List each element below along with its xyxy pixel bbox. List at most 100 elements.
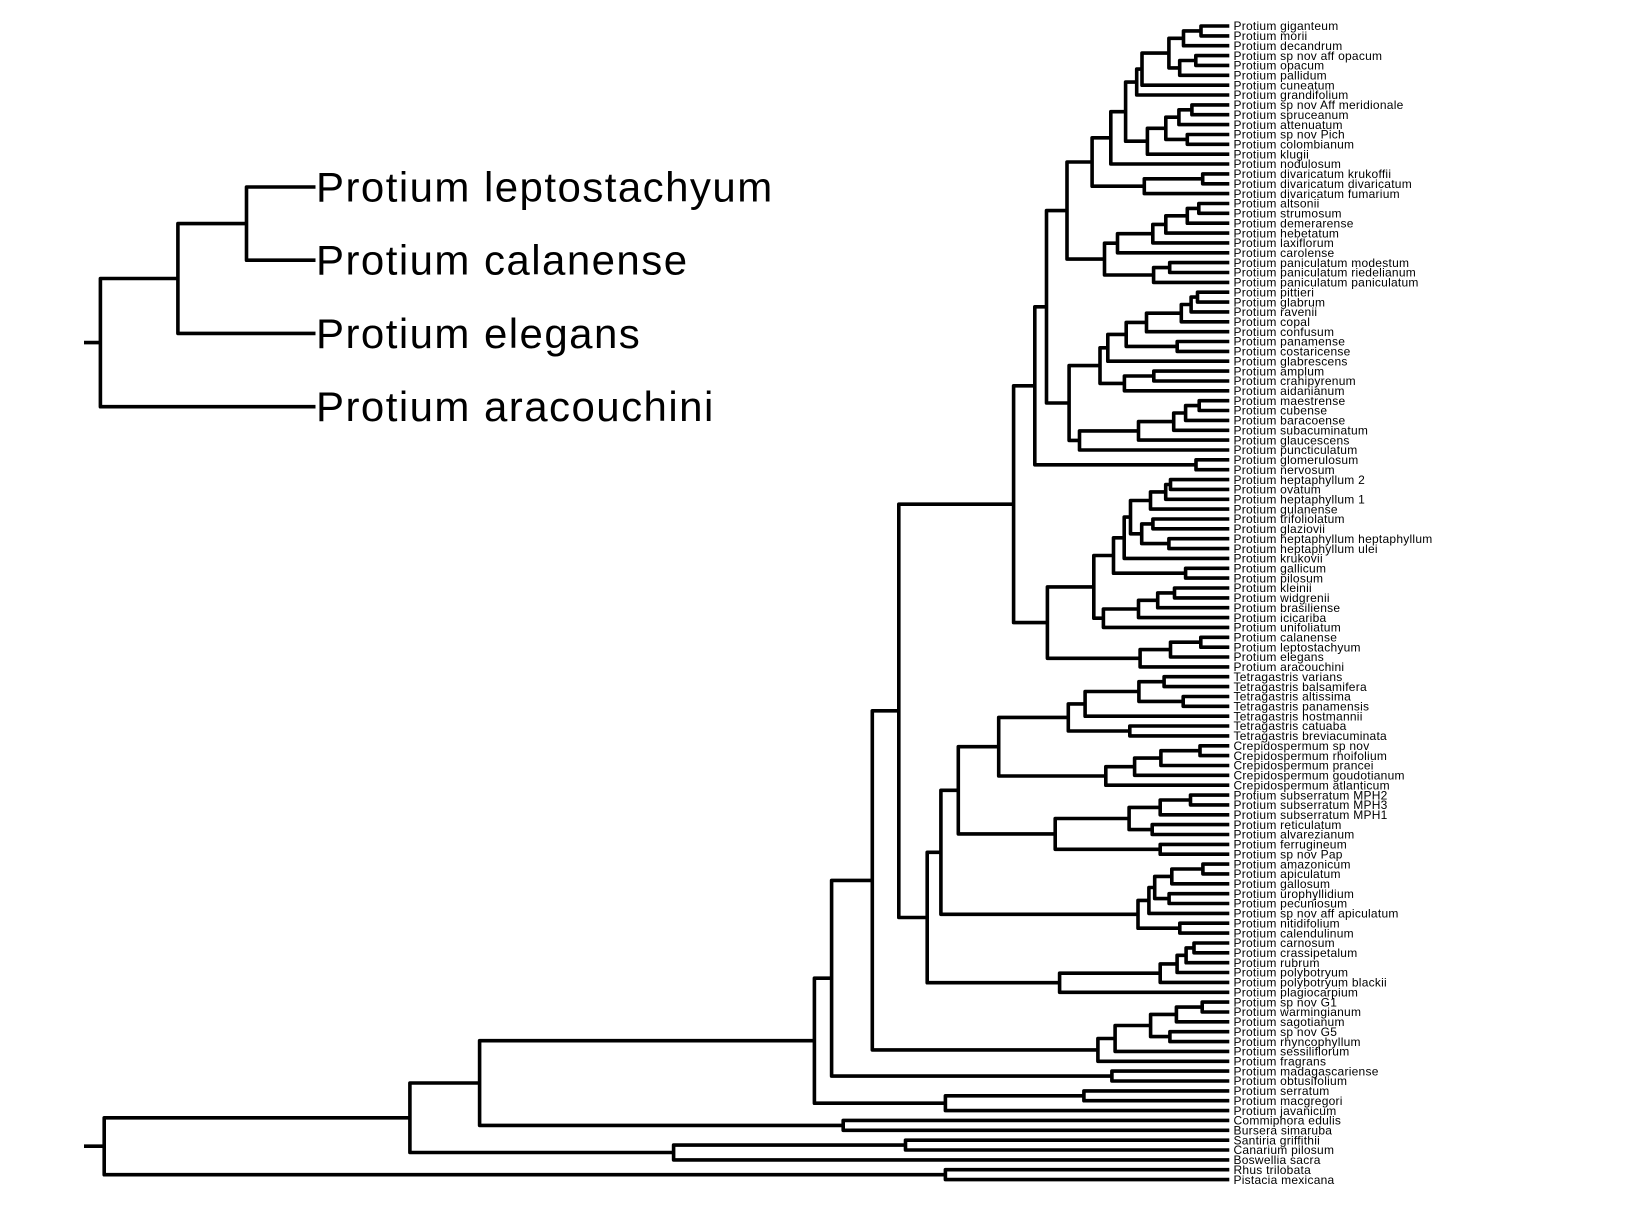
svg-text:Protium heptaphyllum heptaphyl: Protium heptaphyllum heptaphyllum (1234, 532, 1433, 546)
svg-text:Crepidospermum goudotianum: Crepidospermum goudotianum (1234, 769, 1405, 783)
svg-text:Protium crahipyrenum: Protium crahipyrenum (1234, 374, 1356, 388)
svg-text:Protium kleinii: Protium kleinii (1234, 581, 1312, 595)
svg-text:Protium elegans: Protium elegans (1234, 650, 1324, 664)
svg-text:Tetragastris altissima: Tetragastris altissima (1234, 690, 1352, 704)
svg-text:Protium nodulosum: Protium nodulosum (1234, 157, 1342, 171)
svg-text:Protium paniculatum modestum: Protium paniculatum modestum (1234, 256, 1410, 270)
svg-text:Protium pilosum: Protium pilosum (1234, 571, 1324, 585)
svg-text:Protium javanicum: Protium javanicum (1234, 1104, 1337, 1118)
svg-text:Santiria griffithii: Santiria griffithii (1234, 1133, 1321, 1147)
svg-text:Protium subacuminatum: Protium subacuminatum (1234, 424, 1369, 438)
svg-text:Protium glaziovii: Protium glaziovii (1234, 522, 1326, 536)
svg-text:Tetragastris varians: Tetragastris varians (1234, 670, 1343, 684)
svg-text:Protium polybotryum: Protium polybotryum (1234, 966, 1349, 980)
svg-text:Protium panamense: Protium panamense (1234, 335, 1346, 349)
svg-text:Protium crassipetalum: Protium crassipetalum (1234, 946, 1358, 960)
svg-text:Protium ovatum: Protium ovatum (1234, 483, 1322, 497)
svg-text:Protium pallidum: Protium pallidum (1234, 69, 1327, 83)
svg-text:Protium rubrum: Protium rubrum (1234, 956, 1320, 970)
svg-text:Protium baracoense: Protium baracoense (1234, 414, 1346, 428)
svg-text:Tetragastris panamensis: Tetragastris panamensis (1234, 700, 1370, 714)
svg-text:Protium serratum: Protium serratum (1234, 1084, 1330, 1098)
svg-text:Protium sagotianum: Protium sagotianum (1234, 1015, 1345, 1029)
svg-text:Protium leptostachyum: Protium leptostachyum (1234, 640, 1361, 654)
svg-text:Protium icicariba: Protium icicariba (1234, 611, 1327, 625)
svg-text:Protium subserratum MPH1: Protium subserratum MPH1 (1234, 808, 1388, 822)
svg-text:Protium unifoliatum: Protium unifoliatum (1234, 621, 1341, 635)
svg-text:Protium krukovii: Protium krukovii (1234, 552, 1323, 566)
svg-text:Rhus trilobata: Rhus trilobata (1234, 1163, 1312, 1177)
svg-text:Protium aracouchini: Protium aracouchini (1234, 660, 1345, 674)
svg-text:Crepidospermum rhoifolium: Crepidospermum rhoifolium (1234, 749, 1388, 763)
svg-text:Protium madagascariense: Protium madagascariense (1234, 1064, 1379, 1078)
svg-text:Protium pecuniosum: Protium pecuniosum (1234, 897, 1348, 911)
svg-text:Protium altsonii: Protium altsonii (1234, 197, 1320, 211)
svg-text:Protium amazonicum: Protium amazonicum (1234, 857, 1351, 871)
svg-text:Protium calendulinum: Protium calendulinum (1234, 926, 1354, 940)
svg-text:Protium demerarense: Protium demerarense (1234, 216, 1354, 230)
svg-text:Protium glomerulosum: Protium glomerulosum (1234, 453, 1359, 467)
svg-text:Pistacia mexicana: Pistacia mexicana (1234, 1173, 1335, 1187)
svg-text:Crepidospermum atlanticum: Crepidospermum atlanticum (1234, 778, 1390, 792)
svg-text:Protium polybotryum blackii: Protium polybotryum blackii (1234, 976, 1387, 990)
svg-text:Protium costaricense: Protium costaricense (1234, 345, 1351, 359)
svg-text:Protium puncticulatum: Protium puncticulatum (1234, 443, 1358, 457)
svg-text:Tetragastris hostmannii: Tetragastris hostmannii (1234, 709, 1363, 723)
svg-text:Protium sp nov Pap: Protium sp nov Pap (1234, 847, 1343, 861)
svg-text:Protium nitidifolium: Protium nitidifolium (1234, 916, 1340, 930)
svg-text:Protium heptaphyllum ulei: Protium heptaphyllum ulei (1234, 542, 1378, 556)
svg-text:Protium warmingianum: Protium warmingianum (1234, 1005, 1362, 1019)
svg-text:Protium ferrugineum: Protium ferrugineum (1234, 838, 1347, 852)
svg-text:Protium ravenii: Protium ravenii (1234, 305, 1318, 319)
svg-text:Protium sp nov Pich: Protium sp nov Pich (1234, 128, 1345, 142)
svg-text:Protium aracouchini: Protium aracouchini (316, 383, 715, 430)
svg-text:Protium subserratum MPH2: Protium subserratum MPH2 (1234, 788, 1388, 802)
svg-text:Protium aidanianum: Protium aidanianum (1234, 384, 1345, 398)
svg-text:Protium plagiocarpium: Protium plagiocarpium (1234, 986, 1359, 1000)
svg-text:Protium fragrans: Protium fragrans (1234, 1055, 1327, 1069)
svg-text:Protium gallicum: Protium gallicum (1234, 562, 1327, 576)
svg-text:Protium calanense: Protium calanense (316, 237, 689, 284)
svg-text:Protium leptostachyum: Protium leptostachyum (316, 164, 774, 211)
svg-text:Canarium pilosum: Canarium pilosum (1234, 1143, 1335, 1157)
svg-text:Protium sp nov aff apiculatum: Protium sp nov aff apiculatum (1234, 907, 1399, 921)
svg-text:Protium glabrum: Protium glabrum (1234, 295, 1326, 309)
svg-text:Protium cuneatum: Protium cuneatum (1234, 78, 1335, 92)
svg-text:Tetragastris balsamifera: Tetragastris balsamifera (1234, 680, 1367, 694)
svg-text:Protium reticulatum: Protium reticulatum (1234, 818, 1342, 832)
svg-text:Protium nervosum: Protium nervosum (1234, 463, 1335, 477)
svg-text:Protium colombianum: Protium colombianum (1234, 138, 1355, 152)
svg-text:Protium sp nov Aff meridionale: Protium sp nov Aff meridionale (1234, 98, 1404, 112)
svg-text:Tetragastris catuaba: Tetragastris catuaba (1234, 719, 1347, 733)
svg-text:Protium sp nov aff opacum: Protium sp nov aff opacum (1234, 49, 1383, 63)
svg-text:Protium grandifolium: Protium grandifolium (1234, 88, 1349, 102)
svg-text:Protium klugii: Protium klugii (1234, 147, 1310, 161)
svg-text:Protium trifoliolatum: Protium trifoliolatum (1234, 512, 1345, 526)
svg-text:Protium apiculatum: Protium apiculatum (1234, 867, 1341, 881)
svg-text:Protium alvarezianum: Protium alvarezianum (1234, 828, 1355, 842)
svg-text:Protium gulanense: Protium gulanense (1234, 502, 1338, 516)
svg-text:Crepidospermum sp nov: Crepidospermum sp nov (1234, 739, 1370, 753)
svg-text:Protium spruceanum: Protium spruceanum (1234, 108, 1349, 122)
svg-text:Protium cubense: Protium cubense (1234, 404, 1328, 418)
svg-text:Protium glabrescens: Protium glabrescens (1234, 354, 1348, 368)
svg-text:Protium macgregori: Protium macgregori (1234, 1094, 1343, 1108)
svg-text:Protium opacum: Protium opacum (1234, 59, 1325, 73)
svg-text:Protium decandrum: Protium decandrum (1234, 39, 1343, 53)
svg-text:Protium calanense: Protium calanense (1234, 631, 1338, 645)
svg-text:Tetragastris breviacuminata: Tetragastris breviacuminata (1234, 729, 1388, 743)
svg-text:Protium heptaphyllum 1: Protium heptaphyllum 1 (1234, 493, 1366, 507)
svg-text:Protium maestrense: Protium maestrense (1234, 394, 1346, 408)
svg-text:Protium paniculatum riedelianu: Protium paniculatum riedelianum (1234, 266, 1417, 280)
svg-text:Bursera simaruba: Bursera simaruba (1234, 1124, 1333, 1138)
svg-text:Protium carnosum: Protium carnosum (1234, 936, 1335, 950)
svg-text:Crepidospermum prancei: Crepidospermum prancei (1234, 759, 1374, 773)
svg-text:Protium hebetatum: Protium hebetatum (1234, 226, 1340, 240)
svg-text:Protium morii: Protium morii (1234, 29, 1308, 43)
svg-text:Protium confusum: Protium confusum (1234, 325, 1335, 339)
svg-text:Protium sp nov G1: Protium sp nov G1 (1234, 995, 1338, 1009)
svg-text:Protium urophyllidium: Protium urophyllidium (1234, 887, 1355, 901)
svg-text:Commiphora edulis: Commiphora edulis (1234, 1114, 1342, 1128)
svg-text:Boswellia sacra: Boswellia sacra (1234, 1153, 1321, 1167)
svg-text:Protium divaricatum divaricatu: Protium divaricatum divaricatum (1234, 177, 1412, 191)
